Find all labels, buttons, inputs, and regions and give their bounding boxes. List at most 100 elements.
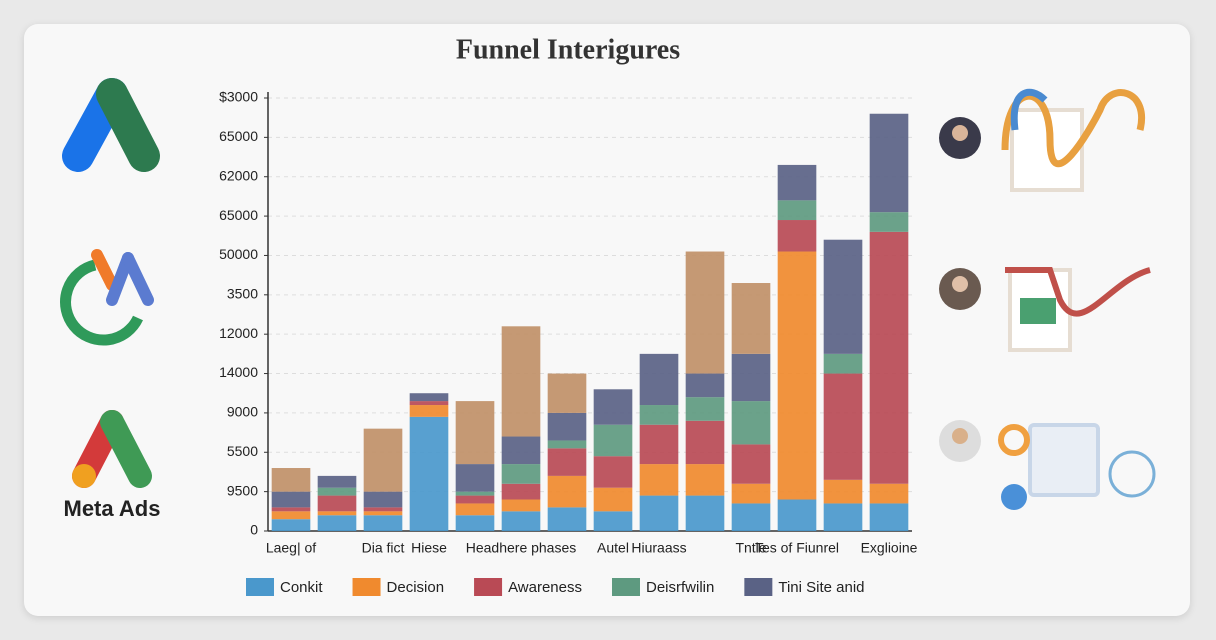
bar-segment bbox=[777, 164, 817, 201]
bar-segment bbox=[777, 200, 817, 221]
y-tick-label: 65000 bbox=[219, 207, 258, 223]
bar-segment bbox=[547, 440, 587, 449]
bar-segment bbox=[547, 448, 587, 476]
bar-segment bbox=[639, 353, 679, 406]
legend-label: Tini Site anid bbox=[778, 579, 864, 596]
bar-segment bbox=[271, 519, 311, 531]
bar-segment bbox=[685, 373, 725, 398]
bar-segment bbox=[455, 515, 495, 531]
x-tick-label: Tes of Fiunrel bbox=[755, 540, 839, 556]
bar-segment bbox=[363, 428, 403, 492]
bar-segment bbox=[547, 475, 587, 508]
bar-segment bbox=[731, 483, 771, 504]
x-tick-label: Hiuraass bbox=[631, 540, 686, 556]
bar-segment bbox=[731, 283, 771, 354]
y-tick-label: 62000 bbox=[219, 167, 258, 183]
bar-segment bbox=[869, 503, 909, 531]
bar-segment bbox=[317, 487, 357, 496]
bar-segment bbox=[777, 499, 817, 531]
y-tick-label: 50000 bbox=[219, 246, 258, 262]
y-tick-label: 0 bbox=[250, 522, 258, 538]
y-tick-label: 9500 bbox=[227, 482, 258, 498]
bar-segment bbox=[593, 511, 633, 531]
bar-segment bbox=[271, 491, 311, 508]
bar-segment bbox=[317, 511, 357, 516]
legend-swatch bbox=[612, 578, 640, 596]
y-tick-label: 3500 bbox=[227, 286, 258, 302]
bar-segment bbox=[869, 212, 909, 232]
bar-segment bbox=[501, 499, 541, 512]
legend-label: Conkit bbox=[280, 579, 323, 596]
bar-segment bbox=[593, 487, 633, 512]
bar-segment bbox=[455, 491, 495, 496]
bar-segment bbox=[639, 424, 679, 465]
bar-segment bbox=[501, 483, 541, 500]
legend-swatch bbox=[352, 578, 381, 596]
bar-segment bbox=[455, 401, 495, 465]
bar-segment bbox=[639, 495, 679, 531]
bar-segment bbox=[363, 491, 403, 508]
bar-segment bbox=[271, 507, 311, 512]
bar-segment bbox=[639, 464, 679, 496]
bar-segment bbox=[823, 353, 863, 374]
y-tick-label: 12000 bbox=[219, 325, 258, 341]
decor bbox=[939, 88, 1156, 510]
bar-segment bbox=[501, 436, 541, 465]
bar-segment bbox=[363, 515, 403, 531]
legend-swatch bbox=[744, 578, 773, 596]
bar-segment bbox=[455, 464, 495, 492]
bar-segment bbox=[777, 251, 817, 500]
brand: Meta Ads bbox=[64, 496, 161, 521]
x-tick-label: Exglioine bbox=[861, 540, 918, 556]
y-tick-label: 9000 bbox=[227, 404, 258, 420]
logo-2 bbox=[60, 249, 154, 346]
bar-segment bbox=[823, 373, 863, 480]
bar-segment bbox=[869, 113, 909, 213]
logo-google-ads bbox=[62, 78, 160, 172]
bar-segment bbox=[271, 468, 311, 492]
legend-swatch bbox=[246, 578, 274, 596]
bar-segment bbox=[731, 401, 771, 445]
bar-segment bbox=[455, 495, 495, 504]
bar-segment bbox=[455, 503, 495, 516]
y-tick-label: $3000 bbox=[219, 89, 258, 105]
bar-segment bbox=[501, 326, 541, 437]
bar-segment bbox=[317, 475, 357, 488]
bar-segment bbox=[317, 495, 357, 512]
y-tick-label: 14000 bbox=[219, 364, 258, 380]
bar-segment bbox=[593, 424, 633, 457]
bar-segment bbox=[409, 405, 449, 417]
bar-segment bbox=[823, 479, 863, 504]
bar-segment bbox=[685, 397, 725, 421]
bar-segment bbox=[501, 464, 541, 484]
legend-label: Deisrfwilin bbox=[646, 579, 714, 596]
bar-segment bbox=[823, 503, 863, 531]
bar-segment bbox=[363, 507, 403, 512]
bar-segment bbox=[823, 239, 863, 354]
bar-segment bbox=[409, 401, 449, 406]
x-tick-label: Laeg| of bbox=[266, 540, 316, 556]
bar-segment bbox=[685, 464, 725, 496]
bar-segment bbox=[869, 483, 909, 504]
bar-segment bbox=[731, 353, 771, 402]
bar-segment bbox=[409, 416, 449, 531]
bar-segment bbox=[271, 511, 311, 520]
y-tick-label: 65000 bbox=[219, 128, 258, 144]
x-tick-label: Tntle bbox=[735, 540, 766, 556]
bar-segment bbox=[685, 420, 725, 465]
bar-segment bbox=[317, 515, 357, 531]
bar-segment bbox=[731, 444, 771, 484]
bar-segment bbox=[409, 393, 449, 402]
x-tick-label: Hiese bbox=[411, 540, 447, 556]
bar-segment bbox=[777, 220, 817, 252]
bar-segment bbox=[547, 373, 587, 413]
bar-segment bbox=[363, 511, 403, 516]
bar-segment bbox=[639, 405, 679, 425]
bar-segment bbox=[593, 456, 633, 488]
bar-segment bbox=[547, 412, 587, 441]
bar-segment bbox=[547, 507, 587, 531]
chart-title: Funnel Interigures bbox=[456, 34, 680, 65]
x-tick-label: Dia fict bbox=[362, 540, 405, 556]
bar-segment bbox=[685, 495, 725, 531]
